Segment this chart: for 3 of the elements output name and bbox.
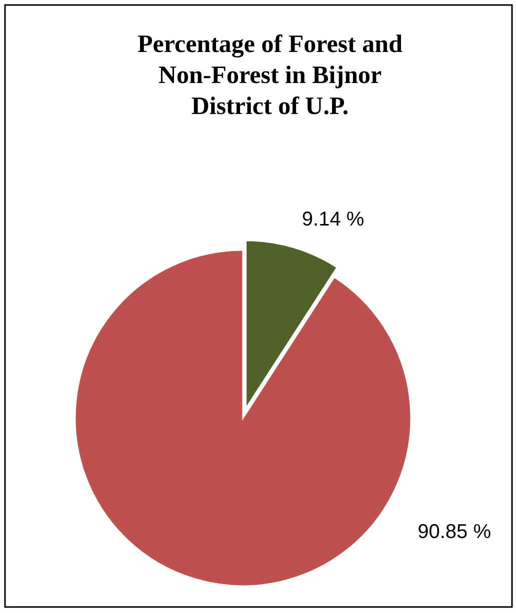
data-label: 90.85 % xyxy=(418,521,492,544)
data-label: 9.14 % xyxy=(302,208,364,231)
chart-title: Percentage of Forest and Non-Forest in Bijnor District of U.P. xyxy=(138,31,403,120)
